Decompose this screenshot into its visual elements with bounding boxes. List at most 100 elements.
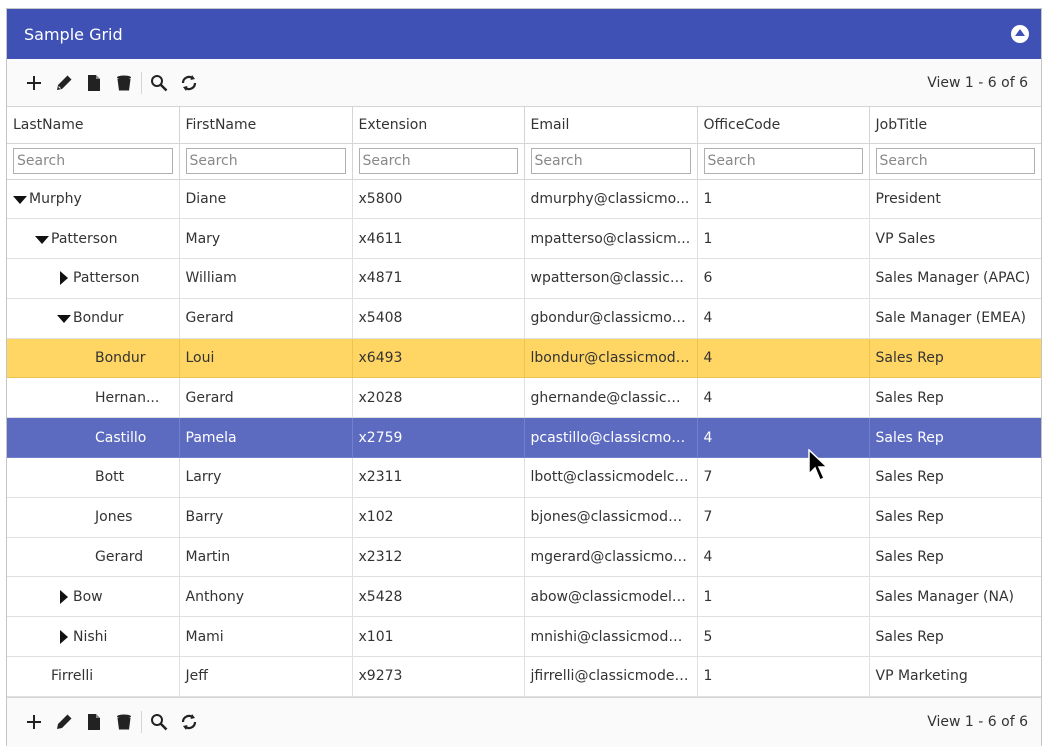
search-button[interactable] xyxy=(144,69,174,97)
table-cell[interactable]: Bott xyxy=(7,457,180,498)
table-cell[interactable]: Sales Rep xyxy=(869,457,1041,498)
filter-officecode-input[interactable] xyxy=(703,148,863,174)
table-row[interactable]: Patterson Mary x4611 mpatterso@classicm... 1… xyxy=(7,218,1041,260)
table-cell[interactable]: gbondur@classicmod... xyxy=(524,298,698,339)
table-cell[interactable]: lbott@classicmodelca... xyxy=(524,457,698,498)
table-row[interactable]: Murphy Diane x5800 dmurphy@classicmo... 1 Pre… xyxy=(7,179,1041,220)
table-cell[interactable]: Gerard xyxy=(7,537,180,578)
table-cell[interactable]: pcastillo@classicmode... xyxy=(524,417,698,459)
table-cell[interactable]: lbondur@classicmodel... xyxy=(524,338,698,379)
table-cell[interactable]: x5408 xyxy=(352,298,525,339)
table-cell[interactable]: 1 xyxy=(697,656,870,697)
table-row[interactable]: Bondur Gerard x5408 gbondur@classicmod... 4 S… xyxy=(7,298,1041,339)
expand-node-icon[interactable] xyxy=(57,271,71,286)
collapse-node-icon[interactable] xyxy=(35,234,49,244)
table-cell[interactable]: Martin xyxy=(179,537,353,578)
table-cell[interactable]: 7 xyxy=(697,497,870,538)
table-cell[interactable]: x2759 xyxy=(352,417,525,459)
column-header-officecode[interactable]: OfficeCode xyxy=(697,107,870,144)
table-cell[interactable]: Nishi xyxy=(7,616,180,658)
filter-extension-input[interactable] xyxy=(358,148,518,174)
table-cell[interactable]: Sale Manager (EMEA) xyxy=(869,298,1041,339)
table-cell[interactable]: Hernan... xyxy=(7,377,180,419)
filter-lastname-input[interactable] xyxy=(13,148,173,174)
table-cell[interactable]: Loui xyxy=(179,338,353,379)
table-cell[interactable]: Castillo xyxy=(7,417,180,459)
table-row[interactable]: Bondur Loui x6493 lbondur@classicmodel... 4 S… xyxy=(7,338,1041,379)
table-row[interactable]: Gerard Martin x2312 mgerard@classicmod... 4 S… xyxy=(7,537,1041,578)
expand-node-icon[interactable] xyxy=(57,629,71,644)
table-cell[interactable]: Pamela xyxy=(179,417,353,459)
table-cell[interactable]: x102 xyxy=(352,497,525,538)
table-cell[interactable]: mnishi@classicmodelc... xyxy=(524,616,698,658)
table-cell[interactable]: 7 xyxy=(697,457,870,498)
table-cell[interactable]: Sales Rep xyxy=(869,417,1041,459)
table-cell[interactable]: Patterson xyxy=(7,258,180,299)
table-cell[interactable]: x4611 xyxy=(352,218,525,260)
table-cell[interactable]: Sales Rep xyxy=(869,616,1041,658)
table-cell[interactable]: x5800 xyxy=(352,179,525,220)
edit-row-button[interactable] xyxy=(49,708,79,736)
delete-row-button[interactable] xyxy=(109,69,139,97)
table-cell[interactable]: Larry xyxy=(179,457,353,498)
column-header-lastname[interactable]: LastName xyxy=(7,107,180,144)
table-cell[interactable]: Barry xyxy=(179,497,353,538)
table-cell[interactable]: 4 xyxy=(697,338,870,379)
table-cell[interactable]: mpatterso@classicm... xyxy=(524,218,698,260)
table-cell[interactable]: jfirrelli@classicmodelc... xyxy=(524,656,698,697)
table-cell[interactable]: VP Marketing xyxy=(869,656,1041,697)
table-row[interactable]: Patterson William x4871 wpatterson@classicm… xyxy=(7,258,1041,299)
table-cell[interactable]: Bow xyxy=(7,576,180,618)
table-row[interactable]: Nishi Mami x101 mnishi@classicmodelc... 5 Sal… xyxy=(7,616,1041,658)
table-cell[interactable]: Sales Manager (APAC) xyxy=(869,258,1041,299)
table-cell[interactable]: Gerard xyxy=(179,377,353,419)
table-row[interactable]: Castillo Pamela x2759 pcastillo@classicmode… xyxy=(7,417,1041,459)
table-cell[interactable]: William xyxy=(179,258,353,299)
search-button[interactable] xyxy=(144,708,174,736)
table-cell[interactable]: Sales Rep xyxy=(869,537,1041,578)
table-row[interactable]: Hernan... Gerard x2028 ghernande@classicm..… xyxy=(7,377,1041,419)
table-cell[interactable]: Jeff xyxy=(179,656,353,697)
table-cell[interactable]: Sales Rep xyxy=(869,377,1041,419)
table-cell[interactable]: x2028 xyxy=(352,377,525,419)
table-cell[interactable]: x9273 xyxy=(352,656,525,697)
table-cell[interactable]: Mami xyxy=(179,616,353,658)
add-row-button[interactable] xyxy=(19,69,49,97)
column-header-jobtitle[interactable]: JobTitle xyxy=(869,107,1041,144)
filter-firstname-input[interactable] xyxy=(185,148,346,174)
table-cell[interactable]: Gerard xyxy=(179,298,353,339)
table-cell[interactable]: x6493 xyxy=(352,338,525,379)
refresh-button[interactable] xyxy=(174,69,204,97)
collapse-grid-button[interactable] xyxy=(1011,25,1029,43)
view-row-button[interactable] xyxy=(79,708,109,736)
add-row-button[interactable] xyxy=(19,708,49,736)
column-header-email[interactable]: Email xyxy=(524,107,698,144)
table-cell[interactable]: VP Sales xyxy=(869,218,1041,260)
expand-node-icon[interactable] xyxy=(57,589,71,604)
table-cell[interactable]: President xyxy=(869,179,1041,220)
table-cell[interactable]: Anthony xyxy=(179,576,353,618)
table-cell[interactable]: x2312 xyxy=(352,537,525,578)
table-cell[interactable]: 4 xyxy=(697,298,870,339)
table-cell[interactable]: wpatterson@classicm... xyxy=(524,258,698,299)
table-cell[interactable]: Sales Manager (NA) xyxy=(869,576,1041,618)
table-cell[interactable]: Diane xyxy=(179,179,353,220)
edit-row-button[interactable] xyxy=(49,69,79,97)
table-row[interactable]: Bow Anthony x5428 abow@classicmodelc... 1 Sal… xyxy=(7,576,1041,618)
refresh-button[interactable] xyxy=(174,708,204,736)
table-row[interactable]: Jones Barry x102 bjones@classicmodel... 7 Sal… xyxy=(7,497,1041,538)
column-header-extension[interactable]: Extension xyxy=(352,107,525,144)
table-cell[interactable]: 6 xyxy=(697,258,870,299)
table-cell[interactable]: Sales Rep xyxy=(869,338,1041,379)
table-cell[interactable]: dmurphy@classicmo... xyxy=(524,179,698,220)
table-cell[interactable]: 1 xyxy=(697,218,870,260)
table-cell[interactable]: Mary xyxy=(179,218,353,260)
table-cell[interactable]: 1 xyxy=(697,179,870,220)
table-cell[interactable]: Jones xyxy=(7,497,180,538)
filter-email-input[interactable] xyxy=(530,148,691,174)
table-cell[interactable]: x5428 xyxy=(352,576,525,618)
table-cell[interactable]: 4 xyxy=(697,417,870,459)
collapse-node-icon[interactable] xyxy=(13,194,27,204)
table-cell[interactable]: 4 xyxy=(697,377,870,419)
table-cell[interactable]: Firrelli xyxy=(7,656,180,697)
